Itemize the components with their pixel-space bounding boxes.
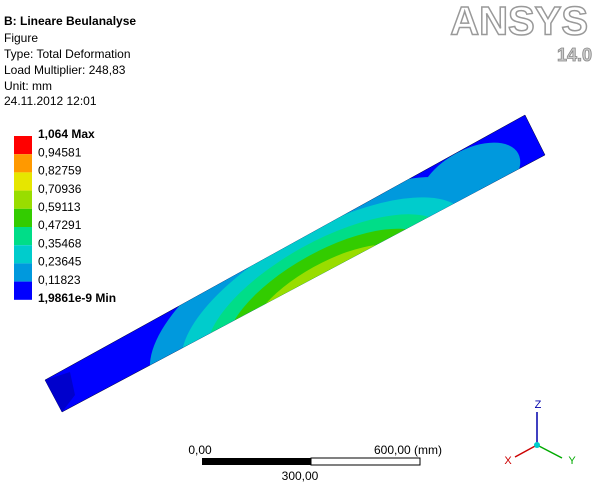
logo-brand: ANSYS — [450, 0, 588, 44]
scale-middle: 300,00 — [282, 469, 319, 483]
info-line: Load Multiplier: 248,83 — [4, 63, 126, 77]
legend-label: 0,23645 — [38, 255, 82, 269]
legend-label: 1,9861e-9 Min — [38, 291, 116, 305]
legend-label: 0,94581 — [38, 145, 82, 159]
legend-label: 0,59113 — [38, 200, 81, 214]
legend-label: 0,82759 — [38, 164, 82, 178]
info-line: Type: Total Deformation — [4, 47, 131, 61]
axis-x: X — [504, 455, 512, 467]
legend-swatch — [14, 136, 32, 155]
legend-label: 0,11823 — [38, 273, 81, 287]
info-line: Unit: mm — [4, 79, 52, 93]
legend-swatch — [14, 190, 32, 209]
title: B: Lineare Beulanalyse — [4, 14, 136, 28]
legend-swatch — [14, 208, 32, 227]
legend-swatch — [14, 281, 32, 300]
scale-start: 0,00 — [188, 443, 212, 457]
scale-end: 600,00 (mm) — [374, 443, 442, 457]
model — [44, 114, 546, 413]
legend-label: 1,064 Max — [38, 127, 95, 141]
legend-swatch — [14, 172, 32, 191]
axis-z: Z — [535, 399, 542, 411]
logo-version: 14.0 — [557, 45, 592, 65]
legend-label: 0,70936 — [38, 182, 82, 196]
info-line: 24.11.2012 12:01 — [4, 94, 97, 108]
legend-swatch — [14, 263, 32, 282]
legend: 1,064 Max 0,94581 0,82759 0,70936 0,59113 0,4… — [14, 127, 116, 305]
scale-bar — [202, 457, 421, 466]
triad — [514, 412, 563, 459]
legend-swatch — [14, 227, 32, 246]
legend-swatch — [14, 245, 32, 264]
legend-swatch — [14, 154, 32, 173]
legend-label: 0,47291 — [38, 218, 82, 232]
axis-y: Y — [568, 455, 576, 467]
legend-label: 0,35468 — [38, 236, 82, 250]
info-line: Figure — [4, 31, 38, 45]
